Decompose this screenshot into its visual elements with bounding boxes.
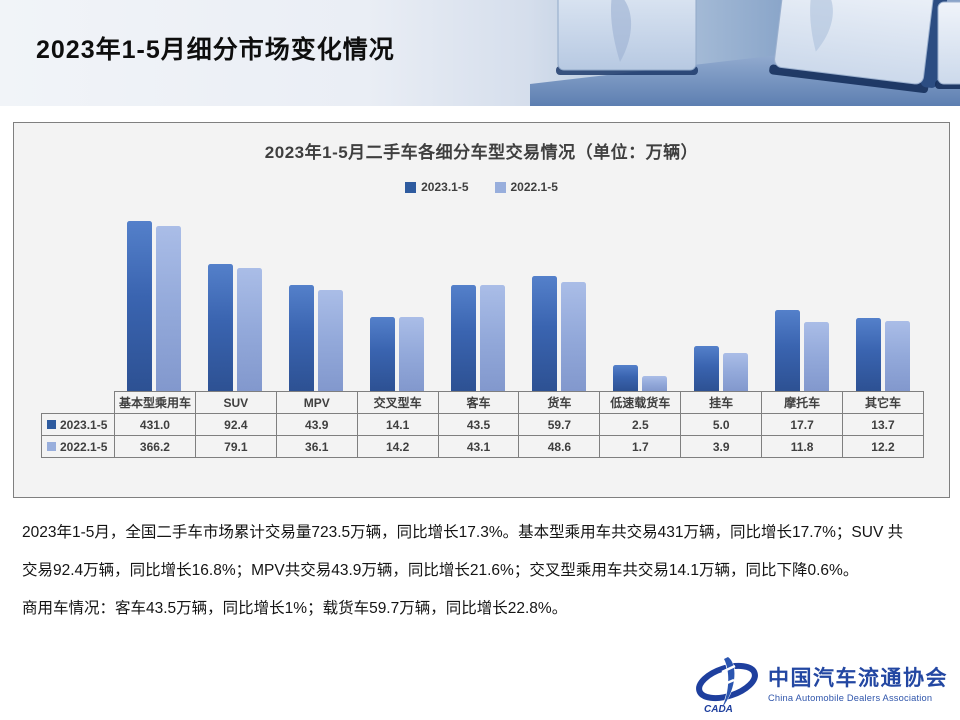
table-header-其它车: 其它车	[842, 391, 924, 414]
bar-2022.1-5-挂车	[722, 353, 748, 391]
table-row-2023.1-5: 2023.1-5 431.0 92.4 43.9 14.1 43.5 59.7 2.5 5.0 1…	[41, 413, 924, 436]
chart-title: 2023年1-5月二手车各细分车型交易情况（单位：万辆）	[264, 143, 699, 162]
summary-text: 2023年1-5月，全国二手车市场累计交易量723.5万辆，同比增长17.3%。…	[22, 514, 954, 628]
summary-line-2: 交易92.4万辆，同比增长16.8%；MPV共交易43.9万辆，同比增长21.6…	[22, 562, 859, 579]
value-2022.1-5-MPV: 36.1	[275, 435, 358, 458]
value-2022.1-5-客车: 43.1	[437, 435, 520, 458]
bar-2023.1-5-客车	[451, 285, 477, 391]
legend-swatch	[494, 181, 506, 193]
table-header-MPV: MPV	[275, 391, 358, 414]
legend-swatch	[405, 181, 417, 193]
table-header-row: 基本型乘用车 SUV MPV 交叉型车 客车 货车 低速载货车 挂车 摩托车 其它车	[42, 391, 924, 414]
table-row-2022.1-5: 2022.1-5 366.2 79.1 36.1 14.2 43.1 48.6 1.7 3.9 1…	[41, 435, 924, 458]
value-2023.1-5-交叉型车: 14.1	[356, 413, 439, 436]
legend-item-2022.1-5: 2022.1-5	[494, 180, 558, 194]
value-2023.1-5-MPV: 43.9	[275, 413, 358, 436]
bar-2022.1-5-交叉型车	[399, 317, 425, 391]
bar-2023.1-5-SUV	[208, 264, 234, 391]
value-2023.1-5-SUV: 92.4	[194, 413, 277, 436]
legend-item-2023.1-5: 2023.1-5	[405, 180, 469, 194]
bar-group-摩托车	[761, 310, 842, 391]
value-2023.1-5-基本型乘用车: 431.0	[114, 413, 196, 436]
bar-2022.1-5-基本型乘用车	[156, 226, 182, 391]
bar-2023.1-5-交叉型车	[370, 317, 396, 391]
bar-group-其它车	[842, 318, 923, 391]
bar-group-交叉型车	[357, 317, 438, 391]
bar-group-客车	[438, 285, 519, 391]
value-2022.1-5-低速载货车: 1.7	[599, 435, 682, 458]
table-header-挂车: 挂车	[680, 391, 763, 414]
legend-label: 2022.1-5	[510, 180, 558, 194]
value-2022.1-5-基本型乘用车: 366.2	[114, 435, 196, 458]
value-2023.1-5-挂车: 5.0	[680, 413, 763, 436]
row-label-cell: 2023.1-5	[41, 413, 115, 436]
bar-group-货车	[519, 276, 600, 391]
chart-data-table: 基本型乘用车 SUV MPV 交叉型车 客车 货车 低速载货车 挂车 摩托车 其它车 2023.1…	[41, 391, 924, 458]
bar-2023.1-5-低速载货车	[612, 365, 638, 391]
bar-2023.1-5-基本型乘用车	[127, 221, 153, 391]
bar-2022.1-5-MPV	[318, 290, 344, 391]
value-2023.1-5-客车: 43.5	[437, 413, 520, 436]
cada-emblem-icon: CADA	[696, 656, 758, 714]
value-2022.1-5-摩托车: 11.8	[761, 435, 844, 458]
bar-group-挂车	[680, 346, 761, 391]
logo-name-en: China Automobile Dealers Association	[768, 692, 933, 703]
table-header-交叉型车: 交叉型车	[356, 391, 439, 414]
table-header-低速载货车: 低速载货车	[599, 391, 682, 414]
plot-bars	[114, 123, 923, 391]
bar-2023.1-5-挂车	[693, 346, 719, 391]
row-label: 2023.1-5	[60, 417, 108, 432]
legend-label: 2023.1-5	[421, 180, 469, 194]
value-2022.1-5-其它车: 12.2	[842, 435, 924, 458]
header-banner: 2023年1-5月细分市场变化情况	[0, 0, 960, 106]
summary-line-1: 2023年1-5月，全国二手车市场累计交易量723.5万辆，同比增长17.3%。…	[22, 524, 904, 541]
bar-group-低速载货车	[599, 365, 680, 391]
value-2023.1-5-其它车: 13.7	[842, 413, 924, 436]
bar-group-基本型乘用车	[114, 221, 195, 391]
table-header-基本型乘用车: 基本型乘用车	[114, 391, 196, 414]
table-header-摩托车: 摩托车	[761, 391, 844, 414]
bar-2022.1-5-客车	[480, 285, 506, 391]
bar-2022.1-5-SUV	[237, 268, 263, 391]
bar-2022.1-5-低速载货车	[641, 376, 667, 391]
bar-group-SUV	[195, 264, 276, 391]
bar-2023.1-5-MPV	[289, 285, 315, 391]
cada-emblem-text: CADA	[704, 704, 733, 714]
value-2023.1-5-低速载货车: 2.5	[599, 413, 682, 436]
bar-2022.1-5-货车	[560, 282, 586, 391]
bar-2023.1-5-货车	[531, 276, 557, 391]
row-swatch	[47, 420, 56, 429]
table-header-SUV: SUV	[194, 391, 277, 414]
value-2023.1-5-摩托车: 17.7	[761, 413, 844, 436]
value-2022.1-5-SUV: 79.1	[194, 435, 277, 458]
value-2022.1-5-交叉型车: 14.2	[356, 435, 439, 458]
value-2022.1-5-货车: 48.6	[518, 435, 601, 458]
row-label: 2022.1-5	[60, 439, 108, 454]
bar-group-MPV	[276, 285, 357, 391]
logo-name-cn: 中国汽车流通协会	[768, 666, 948, 691]
table-header-货车: 货车	[518, 391, 601, 414]
cada-logo: CADA 中国汽车流通协会 China Automobile Dealers A…	[694, 656, 948, 714]
summary-line-3: 商用车情况：客车43.5万辆，同比增长1%；载货车59.7万辆，同比增长22.8…	[22, 600, 568, 617]
chart-legend: 2023.1-5 2022.1-5	[14, 180, 949, 194]
bar-2022.1-5-其它车	[884, 321, 910, 391]
bar-2023.1-5-摩托车	[774, 310, 800, 391]
table-header-客车: 客车	[437, 391, 520, 414]
value-2023.1-5-货车: 59.7	[518, 413, 601, 436]
value-2022.1-5-挂车: 3.9	[680, 435, 763, 458]
chart-panel: 2023年1-5月二手车各细分车型交易情况（单位：万辆） 2023.1-5 202…	[13, 122, 950, 498]
bar-2022.1-5-摩托车	[803, 322, 829, 391]
row-swatch	[47, 442, 56, 451]
page-title: 2023年1-5月细分市场变化情况	[36, 36, 395, 64]
table-corner-blank	[42, 392, 115, 414]
bar-2023.1-5-其它车	[855, 318, 881, 391]
row-label-cell: 2022.1-5	[41, 435, 115, 458]
blue-cubes-graphic	[530, 0, 960, 106]
